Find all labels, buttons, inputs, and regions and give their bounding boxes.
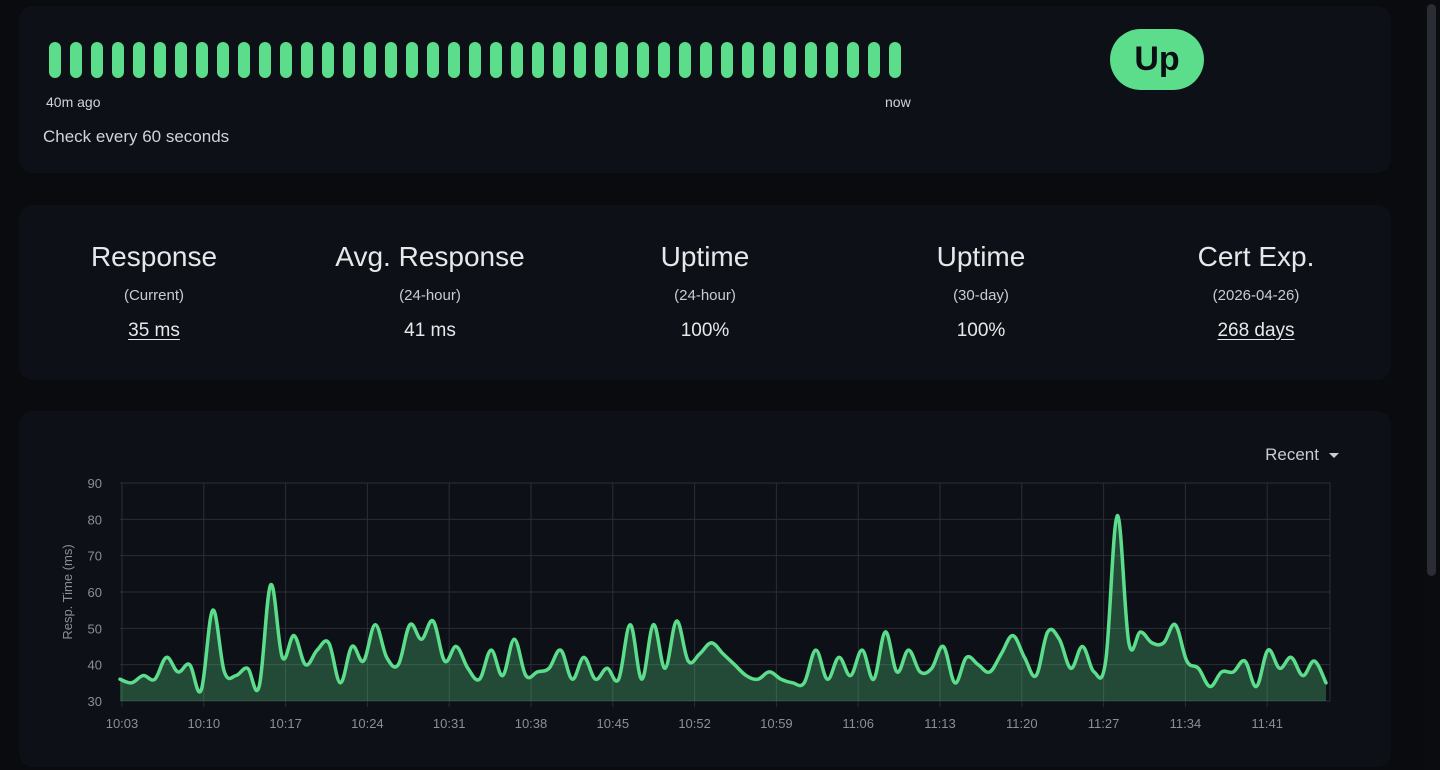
heartbeat-beat[interactable]: [763, 42, 775, 78]
heartbeat-beat[interactable]: [511, 42, 523, 78]
x-tick-label: 11:41: [1251, 716, 1283, 731]
heartbeat-beat[interactable]: [259, 42, 271, 78]
chart-period-select[interactable]: Recent: [1239, 443, 1339, 467]
x-tick-label: 10:24: [351, 716, 384, 731]
x-tick-label: 10:59: [760, 716, 793, 731]
stat-subtitle: (Current): [123, 287, 184, 304]
response-chart-card: Recent 30 40 50 60 70 80 90 10:03 10:10 10:17 10:2…: [19, 411, 1391, 767]
heartbeat-end-label: now: [885, 94, 911, 110]
response-line: [118, 513, 1328, 694]
heartbeat-beat[interactable]: [322, 42, 334, 78]
stat-title: Avg. Response: [335, 241, 525, 272]
stat-subtitle: (30-day): [953, 287, 1009, 304]
y-tick-label: 90: [88, 476, 102, 491]
heartbeat-beat[interactable]: [196, 42, 208, 78]
heartbeat-beat[interactable]: [868, 42, 880, 78]
response-area-fill: [120, 515, 1326, 701]
y-tick-label: 30: [88, 694, 102, 709]
heartbeat-beat[interactable]: [280, 42, 292, 78]
heartbeat-beat[interactable]: [847, 42, 859, 78]
stat-title: Uptime: [660, 241, 750, 272]
x-tick-label: 10:52: [678, 716, 711, 731]
stat-subtitle: (2026-04-26): [1212, 287, 1300, 304]
caret-down-icon: [1329, 452, 1339, 458]
x-tick-label: 10:45: [597, 716, 630, 731]
check-interval-text: Check every 60 seconds: [43, 127, 230, 146]
response-time-chart: 30 40 50 60 70 80 90 10:03 10:10 10:17 10:24 10:31 1…: [60, 476, 1331, 731]
heartbeat-beat[interactable]: [742, 42, 754, 78]
heartbeat-beat[interactable]: [700, 42, 712, 78]
heartbeat-beat[interactable]: [532, 42, 544, 78]
heartbeat-beat[interactable]: [91, 42, 103, 78]
x-tick-label: 11:13: [924, 716, 956, 731]
stat-value: 100%: [680, 320, 730, 341]
heartbeat-beat[interactable]: [448, 42, 460, 78]
heartbeat-bar: [49, 42, 901, 78]
x-tick-label: 11:34: [1170, 716, 1202, 731]
heartbeat-beat[interactable]: [637, 42, 649, 78]
stat-title: Cert Exp.: [1197, 241, 1315, 272]
x-tick-label: 10:10: [188, 716, 221, 731]
heartbeat-beat[interactable]: [805, 42, 817, 78]
heartbeat-beat[interactable]: [70, 42, 82, 78]
heartbeat-beat[interactable]: [301, 42, 313, 78]
y-tick-label: 80: [88, 512, 102, 527]
heartbeat-card: 40m ago now Check every 60 seconds Up: [19, 6, 1391, 173]
status-badge: Up: [1110, 29, 1204, 90]
heartbeat-beat[interactable]: [595, 42, 607, 78]
y-tick-label: 50: [88, 621, 102, 636]
heartbeat-beat[interactable]: [343, 42, 355, 78]
heartbeat-beat[interactable]: [889, 42, 901, 78]
stat-title: Uptime: [936, 241, 1026, 272]
heartbeat-beat[interactable]: [217, 42, 229, 78]
x-tick-label: 10:38: [515, 716, 548, 731]
stat-subtitle: (24-hour): [674, 287, 736, 304]
stats-card: Response (Current) 35 ms Avg. Response (…: [19, 205, 1391, 380]
scrollbar-thumb[interactable]: [1427, 4, 1436, 576]
heartbeat-beat[interactable]: [406, 42, 418, 78]
heartbeat-beat[interactable]: [154, 42, 166, 78]
heartbeat-beat[interactable]: [784, 42, 796, 78]
heartbeat-beat[interactable]: [427, 42, 439, 78]
heartbeat-beat[interactable]: [658, 42, 670, 78]
heartbeat-beat[interactable]: [364, 42, 376, 78]
heartbeat-beat[interactable]: [679, 42, 691, 78]
heartbeat-beat[interactable]: [385, 42, 397, 78]
heartbeat-beat[interactable]: [553, 42, 565, 78]
y-axis-label: Resp. Time (ms): [60, 544, 75, 639]
y-tick-label: 60: [88, 585, 102, 600]
heartbeat-beat[interactable]: [469, 42, 481, 78]
x-tick-label: 11:06: [842, 716, 874, 731]
stat-value-link[interactable]: 268 days: [1217, 320, 1295, 341]
y-tick-label: 40: [88, 658, 102, 673]
heartbeat-beat[interactable]: [238, 42, 250, 78]
chart-period-label: Recent: [1265, 445, 1319, 464]
stat-value: 100%: [956, 320, 1006, 341]
y-tick-label: 70: [88, 549, 102, 564]
x-tick-label: 11:27: [1088, 716, 1120, 731]
heartbeat-beat[interactable]: [574, 42, 586, 78]
heartbeat-beat[interactable]: [112, 42, 124, 78]
heartbeat-beat[interactable]: [175, 42, 187, 78]
heartbeat-beat[interactable]: [721, 42, 733, 78]
x-tick-label: 10:31: [433, 716, 466, 731]
stat-subtitle: (24-hour): [399, 287, 461, 304]
x-tick-label: 11:20: [1006, 716, 1038, 731]
heartbeat-beat[interactable]: [49, 42, 61, 78]
x-tick-label: 10:17: [269, 716, 302, 731]
heartbeat-beat[interactable]: [616, 42, 628, 78]
stat-value: 41 ms: [404, 320, 456, 341]
heartbeat-beat[interactable]: [133, 42, 145, 78]
heartbeat-start-label: 40m ago: [46, 94, 101, 110]
heartbeat-beat[interactable]: [826, 42, 838, 78]
stat-title: Response: [90, 241, 218, 272]
heartbeat-beat[interactable]: [490, 42, 502, 78]
stat-value-link[interactable]: 35 ms: [128, 320, 180, 341]
x-tick-label: 10:03: [106, 716, 139, 731]
